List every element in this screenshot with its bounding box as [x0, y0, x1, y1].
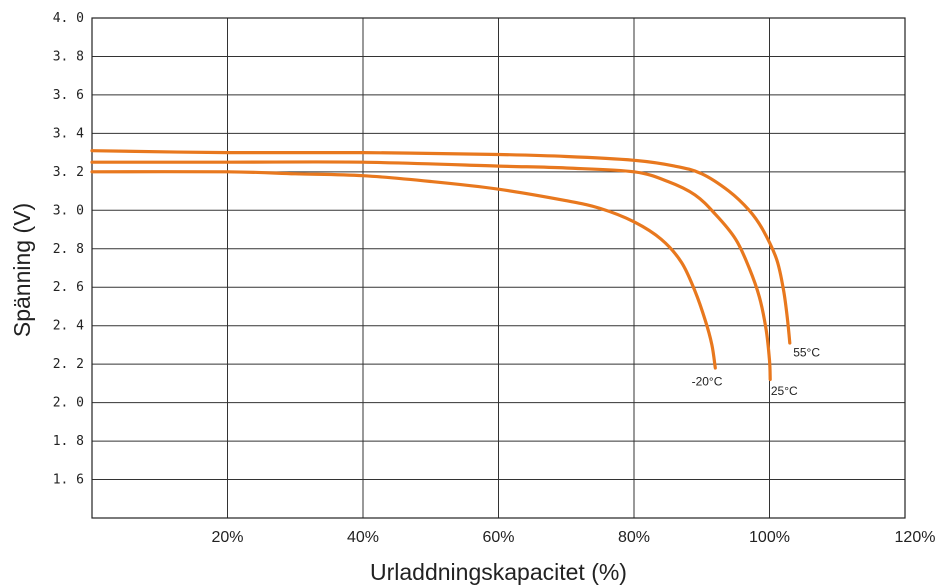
x-tick-labels: 20% 40% 60% 80% 100% 120% [211, 529, 935, 546]
plot-frame [91, 17, 906, 519]
y-tick-label: 2. 6 [53, 280, 84, 295]
series-label: 55°C [793, 345, 820, 359]
x-tick-label: 120% [895, 529, 936, 546]
y-tick-label: 4. 0 [53, 11, 84, 26]
x-tick-label: 80% [618, 529, 650, 546]
grid [92, 17, 905, 518]
series-labels: 55°C 25°C -20°C [692, 345, 821, 397]
x-tick-label: 40% [347, 529, 379, 546]
y-tick-label: 1. 8 [53, 434, 84, 449]
y-tick-label: 1. 6 [53, 473, 84, 488]
y-tick-label: 3. 8 [53, 49, 84, 64]
x-tick-label: 100% [749, 529, 790, 546]
y-tick-label: 3. 4 [53, 126, 84, 141]
y-tick-label: 2. 2 [53, 357, 84, 372]
y-tick-label: 2. 4 [53, 319, 84, 334]
series-lines [90, 149, 792, 382]
x-tick-label: 20% [211, 529, 243, 546]
series-line-1 [90, 160, 772, 382]
y-tick-labels: 4. 0 3. 8 3. 6 3. 4 3. 2 3. 0 2. 8 2. 6 2. 4 2. 2… [53, 11, 84, 488]
series-label: 25°C [771, 384, 798, 398]
x-axis-title: Urladdningskapacitet (%) [370, 559, 627, 585]
series-line-0 [90, 149, 792, 345]
x-tick-label: 60% [482, 529, 514, 546]
y-tick-label: 3. 0 [53, 203, 84, 218]
series-line-2 [90, 170, 717, 370]
y-tick-label: 3. 2 [53, 165, 84, 180]
series-label: -20°C [692, 374, 723, 388]
y-tick-label: 2. 0 [53, 396, 84, 411]
y-axis-title: Spänning (V) [9, 203, 35, 337]
y-tick-label: 3. 6 [53, 88, 84, 103]
y-tick-label: 2. 8 [53, 242, 84, 257]
